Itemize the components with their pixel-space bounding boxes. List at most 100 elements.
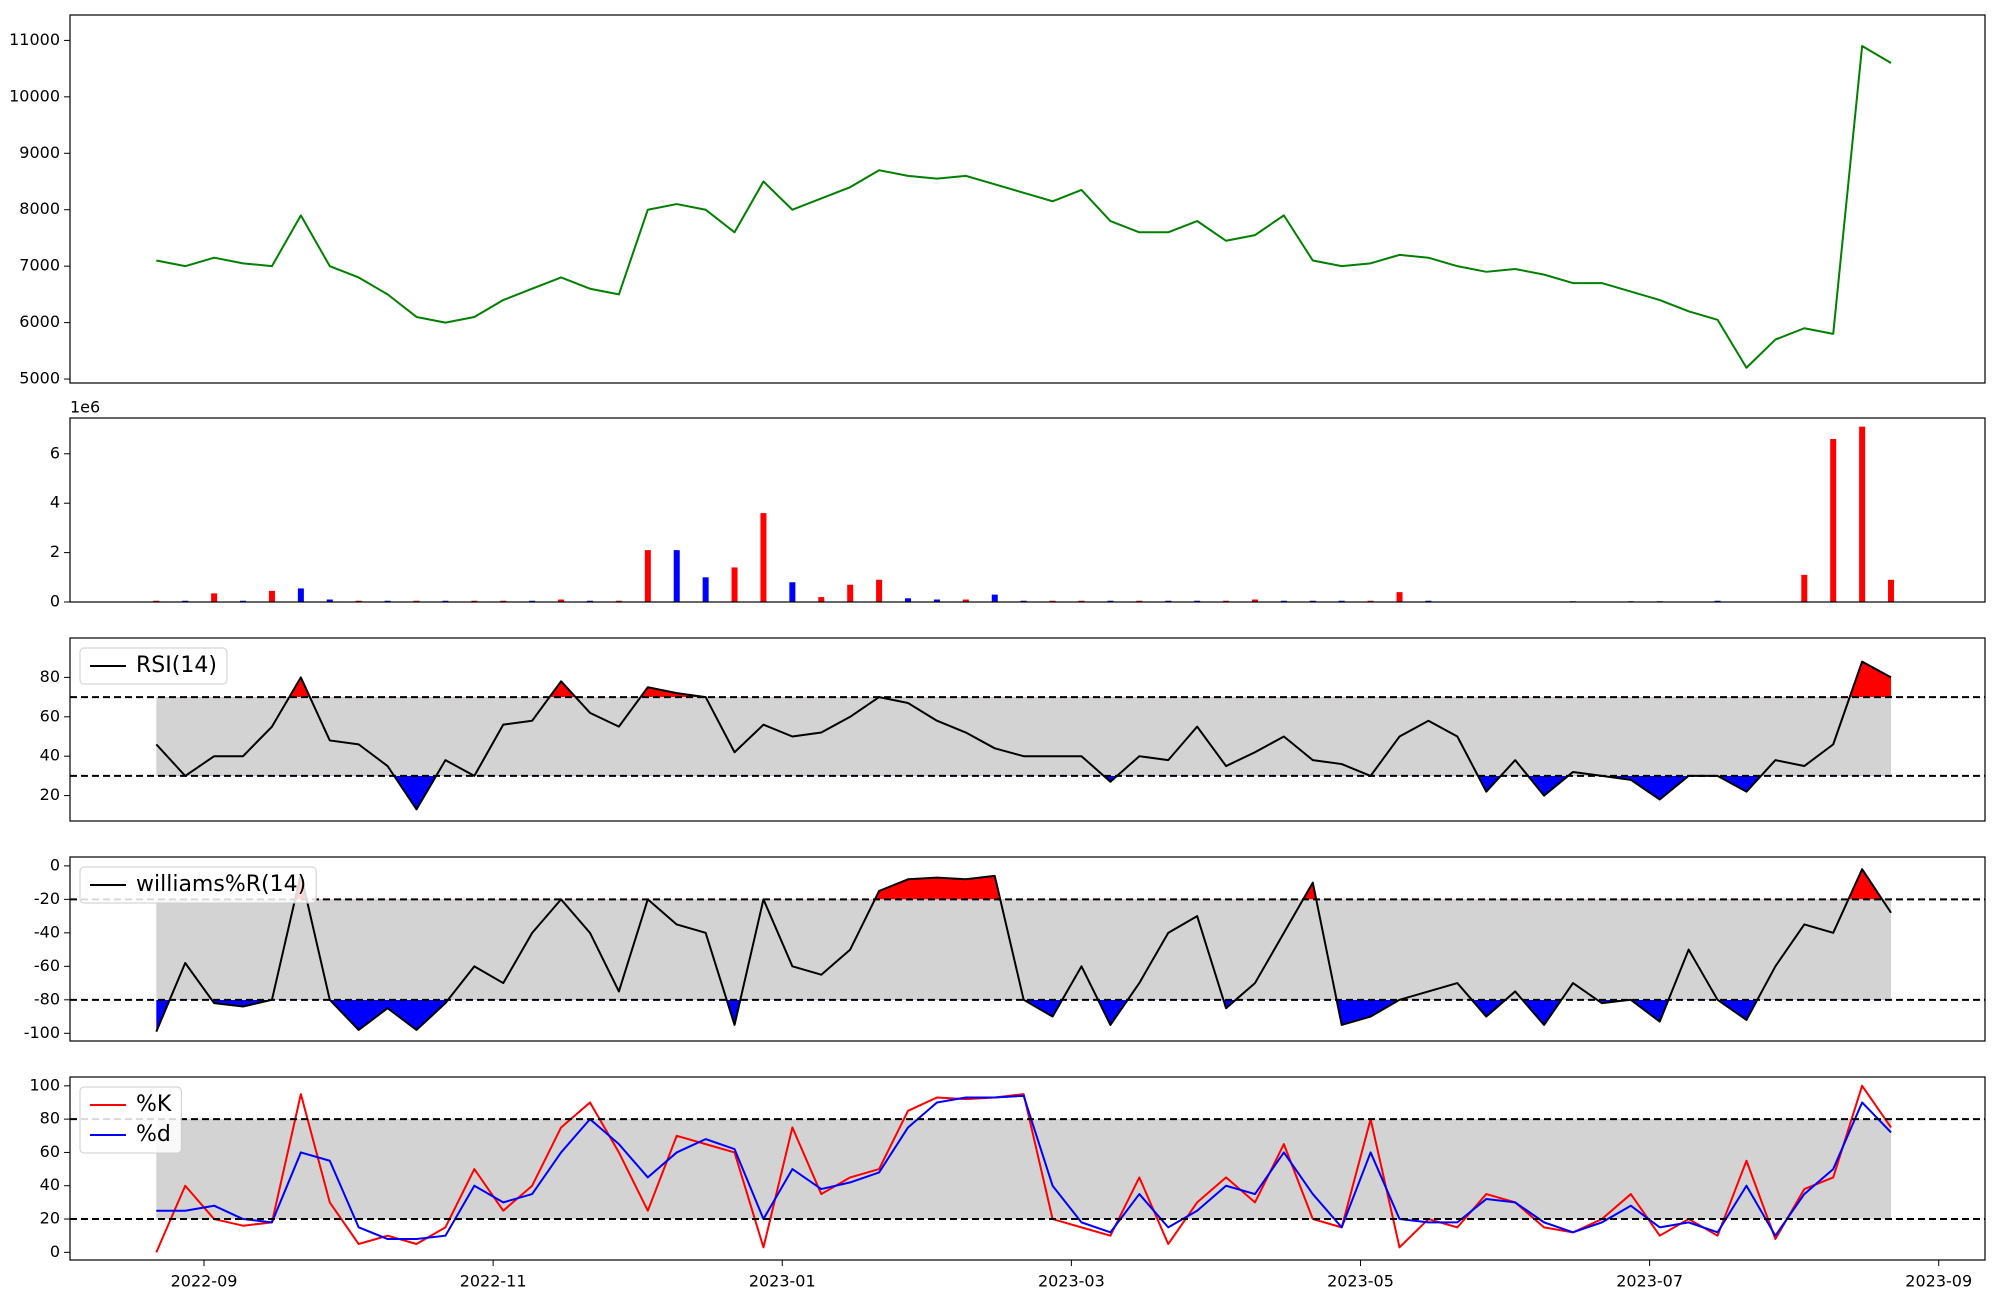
volume-bar: [1136, 600, 1143, 602]
volume-bar: [673, 550, 680, 602]
volume-bar: [760, 513, 767, 602]
x-tick-label: 2022-11: [460, 1272, 527, 1291]
volume-bar: [500, 600, 507, 602]
panel: 0 20 40 60 80 100 2022-09 2022-11 2023-01 2023-03…: [29, 1075, 1986, 1291]
y-tick-label: 80: [40, 667, 60, 686]
x-tick-label: 2023-01: [749, 1272, 816, 1291]
volume-bar: [1309, 600, 1316, 602]
volume-bar: [1830, 438, 1837, 602]
volume-bar: [1338, 600, 1345, 602]
volume-bar: [558, 599, 565, 602]
legend-label: %K: [136, 1092, 172, 1117]
y-tick-label: 0: [50, 855, 60, 874]
volume-bar: [586, 600, 593, 602]
neutral-band: [156, 697, 1892, 776]
y-tick-label: 0: [50, 1242, 60, 1261]
volume-bar: [1078, 600, 1085, 602]
x-tick-label: 2023-07: [1616, 1272, 1683, 1291]
y-tick-label: 9000: [19, 143, 60, 162]
volume-bar: [905, 598, 912, 602]
volume-bar: [1280, 600, 1287, 602]
volume-bar: [529, 600, 536, 602]
x-tick-label: 2022-09: [171, 1272, 238, 1291]
legend: RSI(14): [79, 647, 228, 685]
series-line: [156, 1094, 1892, 1241]
volume-bar: [789, 582, 796, 602]
volume-bar: [297, 588, 304, 602]
y-tick-label: 7000: [19, 256, 60, 275]
volume-bar: [1888, 579, 1895, 602]
x-tick-label: 2023-03: [1038, 1272, 1105, 1291]
y-tick-label: 8000: [19, 199, 60, 218]
y-tick-label: 11000: [9, 30, 60, 49]
volume-bar: [471, 600, 478, 602]
y-tick-label: 6000: [19, 312, 60, 331]
plot-frame: [69, 1076, 1986, 1261]
panel: 0 -20 -40 -60 -80 -100 williams%R(14): [24, 855, 1986, 1042]
volume-bar: [1801, 574, 1808, 602]
volume-bar: [847, 584, 854, 602]
volume-bar: [1107, 600, 1114, 602]
y-tick-label: 20: [40, 1209, 60, 1228]
volume-bar: [1396, 592, 1403, 602]
volume-bar: [182, 600, 189, 602]
offset-label: 1e6: [70, 398, 100, 417]
plot-frame: [69, 637, 1986, 822]
volume-bar: [1367, 600, 1374, 602]
volume-bar: [962, 599, 969, 602]
y-tick-label: 40: [40, 746, 60, 765]
panel: 20 40 60 80 RSI(14): [40, 637, 1986, 822]
volume-bar: [731, 567, 738, 602]
plot-frame: [69, 417, 1986, 603]
volume-bar: [240, 600, 247, 602]
y-tick-label: -80: [34, 989, 60, 1008]
volume-bar: [933, 599, 940, 602]
legend-box: [79, 866, 317, 904]
volume-bar: [153, 600, 160, 602]
y-tick-label: 4: [50, 493, 60, 512]
y-tick-label: 5000: [19, 369, 60, 388]
y-tick-label: 6: [50, 443, 60, 462]
y-tick-label: 60: [40, 1142, 60, 1161]
volume-bar: [1049, 600, 1056, 602]
oversold-fill: [156, 999, 1758, 1032]
legend-label: williams%R(14): [136, 872, 306, 897]
volume-bar: [211, 593, 218, 602]
y-tick-label: 0: [50, 592, 60, 611]
volume-bar: [1714, 600, 1721, 602]
x-tick-label: 2023-05: [1327, 1272, 1394, 1291]
y-tick-label: -20: [34, 889, 60, 908]
volume-bar: [818, 597, 825, 602]
volume-bar: [1425, 600, 1432, 602]
volume-bar: [991, 594, 998, 602]
volume-bar: [644, 550, 651, 602]
volume-bar: [1251, 599, 1258, 602]
neutral-band: [156, 1119, 1892, 1220]
y-tick-label: 80: [40, 1109, 60, 1128]
volume-bar: [1194, 600, 1201, 602]
volume-bar: [355, 600, 362, 602]
legend: williams%R(14): [79, 866, 317, 904]
panel: 5000 6000 7000 8000 9000 10000 11000: [9, 14, 1986, 388]
panel: 0 2 4 6 1e6: [50, 398, 1986, 611]
legend-box: [79, 1086, 182, 1154]
y-tick-label: 2: [50, 542, 60, 561]
y-tick-label: 100: [29, 1075, 60, 1094]
series-line: [156, 45, 1892, 369]
volume-bar: [1223, 600, 1230, 602]
volume-bar: [1165, 600, 1172, 602]
legend: %K %d: [79, 1086, 182, 1154]
volume-bar: [702, 577, 709, 602]
y-tick-label: 20: [40, 785, 60, 804]
y-tick-label: 60: [40, 706, 60, 725]
plot-frame: [69, 14, 1986, 384]
volume-bar: [384, 600, 391, 602]
series-line: [155, 868, 1892, 1033]
legend-label: RSI(14): [136, 653, 217, 678]
y-tick-label: 40: [40, 1175, 60, 1194]
volume-bar: [268, 590, 275, 602]
volume-bar: [876, 579, 883, 602]
plot-frame: [69, 856, 1986, 1042]
